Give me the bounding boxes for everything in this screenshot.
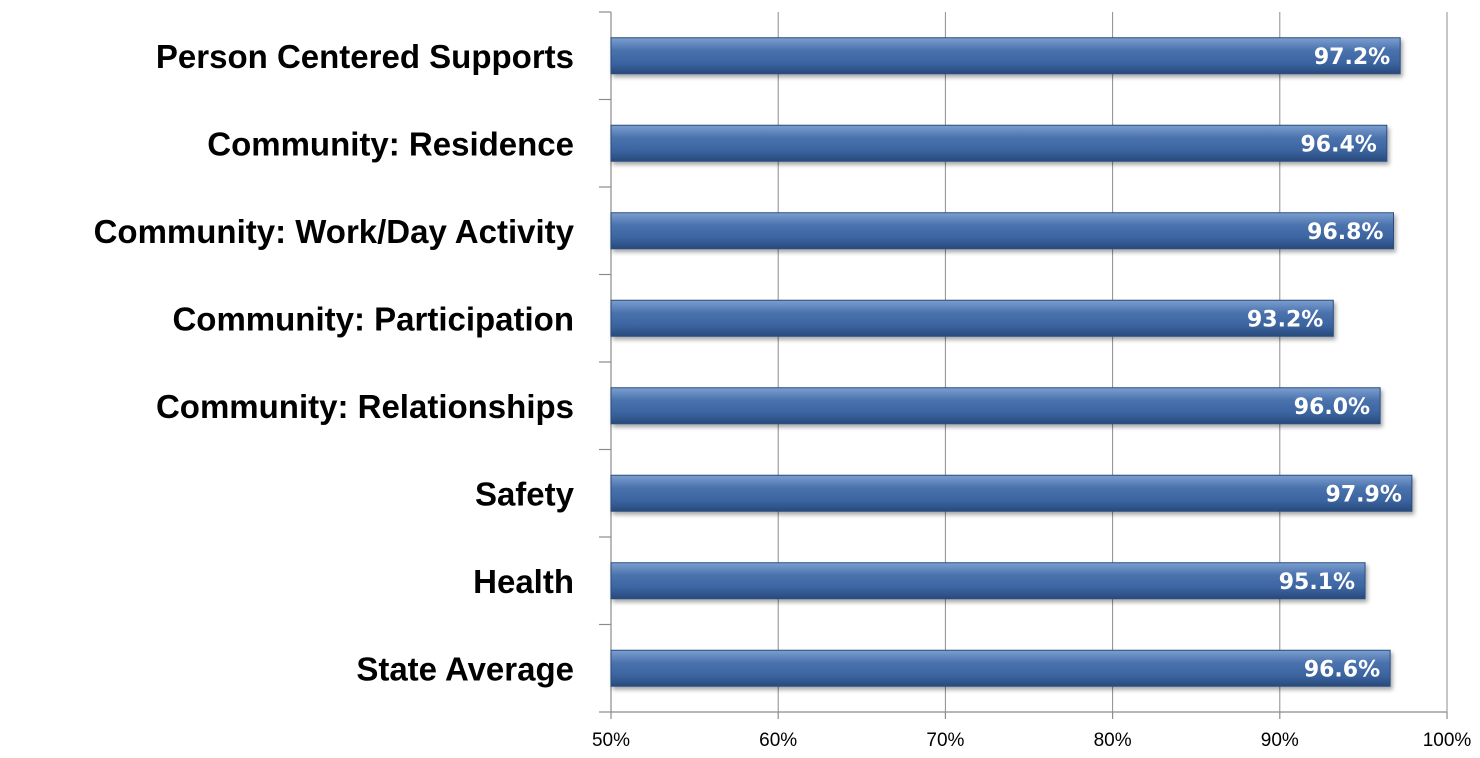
- data-label: 96.4%: [1300, 132, 1376, 157]
- data-label: 96.6%: [1304, 657, 1380, 682]
- x-tick-label: 80%: [1094, 730, 1132, 751]
- bar: [610, 124, 1388, 162]
- data-label: 93.2%: [1247, 307, 1323, 332]
- category-label: Person Centered Supports: [156, 38, 574, 75]
- data-label: 96.8%: [1307, 220, 1383, 245]
- axes: [599, 11, 1448, 719]
- category-label: Community: Relationships: [156, 388, 574, 425]
- category-label: Safety: [475, 475, 575, 512]
- x-tick-label: 50%: [592, 730, 630, 751]
- x-tick-label: 100%: [1423, 730, 1472, 751]
- x-tick-label: 60%: [759, 730, 797, 751]
- gridlines: [777, 12, 1448, 712]
- bar: [610, 474, 1413, 512]
- category-label: Community: Residence: [207, 125, 574, 162]
- data-label: 96.0%: [1294, 395, 1370, 420]
- bar: [610, 299, 1334, 337]
- bar: [610, 212, 1394, 250]
- data-label: 97.2%: [1314, 45, 1390, 70]
- bar: [610, 387, 1381, 425]
- bar: [610, 649, 1391, 687]
- data-label: 95.1%: [1279, 570, 1355, 595]
- x-tick-label: 70%: [926, 730, 964, 751]
- category-label: State Average: [356, 650, 574, 687]
- bar: [610, 562, 1366, 600]
- category-label: Health: [473, 563, 574, 600]
- x-tick-label: 90%: [1261, 730, 1299, 751]
- category-label: Community: Participation: [172, 300, 574, 337]
- bars: [610, 37, 1413, 687]
- labels: 50% 60% 70% 80% 90% 100% Person Centered Suppo…: [94, 38, 1472, 751]
- category-label: Community: Work/Day Activity: [94, 213, 575, 250]
- data-label: 97.9%: [1326, 482, 1402, 507]
- bar: [610, 37, 1401, 75]
